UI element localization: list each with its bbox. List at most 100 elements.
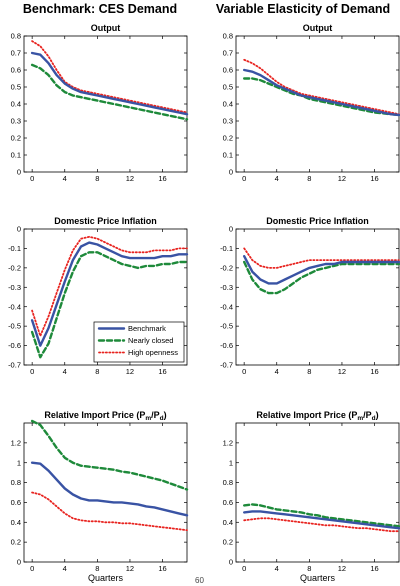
series-line-nearly-closed bbox=[243, 77, 400, 117]
x-tick-label: 4 bbox=[275, 174, 279, 183]
x-tick-label: 8 bbox=[95, 367, 99, 376]
x-tick-label: 12 bbox=[338, 367, 346, 376]
y-tick-label: -0.5 bbox=[8, 322, 21, 331]
y-tick-label: 1 bbox=[17, 458, 21, 467]
y-tick-label: -0.2 bbox=[8, 263, 21, 272]
series-line-benchmark bbox=[243, 68, 400, 117]
y-tick-label: 0.1 bbox=[223, 151, 233, 160]
y-tick-label: -0.5 bbox=[220, 322, 233, 331]
panel-frame bbox=[23, 228, 188, 366]
series-line-nearly-closed bbox=[30, 63, 189, 121]
x-tick-label: 8 bbox=[307, 367, 311, 376]
y-tick-label: -0.1 bbox=[8, 244, 21, 253]
x-tick-label: 16 bbox=[370, 174, 378, 183]
panel-4: Domestic Price Inflation -0.7 -0.6 -0.5 -0.4… bbox=[220, 216, 400, 376]
x-tick-label: 0 bbox=[30, 367, 34, 376]
y-tick-label: 0.8 bbox=[11, 478, 21, 487]
y-tick-label: -0.1 bbox=[220, 244, 233, 253]
series-line-benchmark bbox=[243, 510, 400, 530]
x-tick-label: 0 bbox=[30, 174, 34, 183]
series-line-nearly-closed bbox=[243, 260, 400, 295]
y-tick-label: 0 bbox=[229, 558, 233, 567]
y-tick-label: 0 bbox=[229, 225, 233, 234]
x-tick-label: 0 bbox=[242, 564, 246, 573]
legend: Benchmark Nearly closed High openness bbox=[93, 321, 185, 363]
y-tick-label: 0.5 bbox=[223, 83, 233, 92]
y-tick-label: 0 bbox=[17, 168, 21, 177]
x-tick-label: 8 bbox=[307, 564, 311, 573]
y-tick-label: -0.4 bbox=[8, 302, 21, 311]
title-subscript: d bbox=[372, 415, 376, 422]
series-line-high-openness bbox=[31, 40, 188, 114]
x-tick-label: 4 bbox=[63, 564, 67, 573]
panel-1: Output 0 0.1 0.2 0.3 0.4 0.5 0.6 0.7 0.8 0 4 8 12 16 bbox=[11, 23, 189, 183]
series-line-benchmark bbox=[30, 461, 189, 517]
x-tick-label: 8 bbox=[307, 174, 311, 183]
panel-frame bbox=[23, 35, 188, 173]
y-tick-label: 0.3 bbox=[223, 117, 233, 126]
x-tick-label: 12 bbox=[126, 174, 134, 183]
series-line-benchmark bbox=[243, 255, 400, 285]
x-tick-label: 16 bbox=[370, 367, 378, 376]
series-line-high-openness bbox=[31, 491, 188, 532]
x-tick-label: 16 bbox=[370, 564, 378, 573]
y-tick-label: 0 bbox=[229, 168, 233, 177]
y-tick-label: 0.4 bbox=[223, 100, 233, 109]
series-line-high-openness bbox=[243, 58, 400, 116]
x-tick-label: 12 bbox=[126, 564, 134, 573]
y-tick-label: -0.7 bbox=[8, 361, 21, 370]
panel-title: Domestic Price Inflation bbox=[54, 216, 157, 226]
y-tick-label: 0.8 bbox=[223, 478, 233, 487]
title-part: ) bbox=[164, 410, 167, 420]
panel-2: Output 0 0.1 0.2 0.3 0.4 0.5 0.6 0.7 0.8 0 4 8 12 16 bbox=[223, 23, 400, 183]
y-tick-label: 0.6 bbox=[223, 66, 233, 75]
x-tick-label: 12 bbox=[338, 174, 346, 183]
series-line-nearly-closed bbox=[30, 251, 189, 359]
x-tick-label: 0 bbox=[242, 174, 246, 183]
x-axis-label: Quarters bbox=[300, 573, 336, 583]
y-tick-label: -0.3 bbox=[220, 283, 233, 292]
y-tick-label: 0.5 bbox=[11, 83, 21, 92]
panel-frame bbox=[235, 228, 400, 366]
y-tick-label: -0.7 bbox=[220, 361, 233, 370]
x-tick-label: 16 bbox=[158, 174, 166, 183]
y-tick-label: 0.3 bbox=[11, 117, 21, 126]
title-part: Relative Import Price (P bbox=[256, 410, 357, 420]
y-tick-label: 1.2 bbox=[223, 438, 233, 447]
y-tick-label: 0.6 bbox=[11, 498, 21, 507]
panel-3: Domestic Price Inflation -0.7 -0.6 -0.5 -0.4… bbox=[8, 216, 189, 376]
panel-title: Output bbox=[303, 23, 333, 33]
y-tick-label: -0.6 bbox=[220, 341, 233, 350]
y-tick-label: -0.4 bbox=[220, 302, 233, 311]
y-tick-label: 0.7 bbox=[223, 49, 233, 58]
x-tick-label: 0 bbox=[30, 564, 34, 573]
x-tick-label: 16 bbox=[158, 367, 166, 376]
y-tick-label: 0.2 bbox=[11, 134, 21, 143]
y-tick-label: 1.2 bbox=[11, 438, 21, 447]
y-tick-label: 0.1 bbox=[11, 151, 21, 160]
y-tick-label: 0.6 bbox=[11, 66, 21, 75]
title-part: /P bbox=[363, 410, 372, 420]
page-number: 60 bbox=[195, 576, 204, 585]
x-tick-label: 8 bbox=[95, 174, 99, 183]
x-tick-label: 4 bbox=[275, 564, 279, 573]
x-tick-label: 4 bbox=[63, 174, 67, 183]
y-tick-label: 0.8 bbox=[11, 32, 21, 41]
y-tick-label: 0.7 bbox=[11, 49, 21, 58]
x-tick-label: 12 bbox=[126, 367, 134, 376]
title-subscript: m bbox=[145, 415, 151, 422]
title-part: /P bbox=[151, 410, 160, 420]
x-tick-label: 4 bbox=[275, 367, 279, 376]
series-line-high-openness bbox=[243, 517, 400, 533]
legend-entry: Benchmark bbox=[128, 324, 166, 333]
panel-title: Relative Import Price (Pm/Pd) bbox=[44, 410, 166, 422]
panel-title: Relative Import Price (Pm/Pd) bbox=[256, 410, 378, 422]
y-tick-label: 0.8 bbox=[223, 32, 233, 41]
series-line-nearly-closed bbox=[243, 503, 400, 528]
x-axis-label: Quarters bbox=[88, 573, 124, 583]
y-tick-label: 0.2 bbox=[223, 538, 233, 547]
panel-frame bbox=[235, 35, 400, 173]
series-line-nearly-closed bbox=[30, 419, 189, 491]
panel-frame bbox=[235, 422, 400, 563]
